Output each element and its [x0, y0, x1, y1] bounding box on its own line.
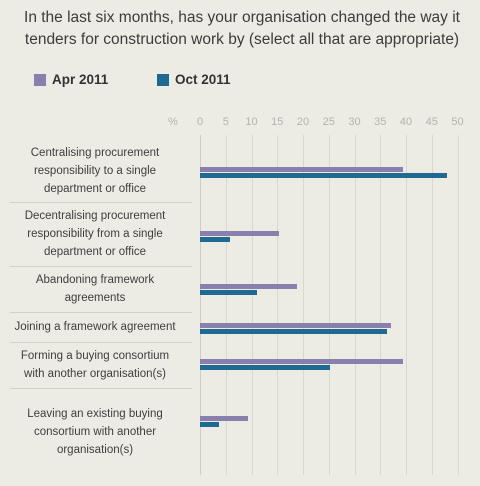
gridline-25 — [328, 135, 330, 475]
category-separator — [10, 312, 192, 313]
bar-apr-2011-cat-5 — [200, 358, 404, 364]
tick-label-5: 5 — [222, 116, 229, 128]
bar-apr-2011-cat-4 — [200, 322, 391, 328]
category-label-line: Joining a framework agreement — [14, 321, 176, 333]
chart-title-line-1: In the last six months, has your organis… — [24, 9, 460, 26]
gridline-30 — [354, 135, 356, 475]
category-label-4: Joining a framework agreement — [0, 318, 190, 336]
tick-label-50: 50 — [451, 116, 464, 128]
bar-oct-2011-cat-2 — [200, 236, 230, 242]
gridline-35 — [380, 135, 382, 475]
tick-label-0: 0 — [196, 116, 204, 128]
bar-apr-2011-cat-6 — [200, 415, 248, 421]
bar-oct-2011-cat-3 — [200, 289, 257, 295]
bar-oct-2011-cat-6 — [200, 421, 220, 427]
bar-oct-2011-cat-5 — [200, 364, 331, 370]
category-label-line: Decentralising procurement — [24, 210, 166, 222]
category-label-2: Decentralising procurement responsibility… — [0, 207, 190, 261]
category-label-line: agreements — [64, 292, 126, 304]
tick-label-20: 20 — [296, 116, 310, 128]
gridline-15 — [277, 135, 279, 475]
category-label-line: Leaving an existing buying — [27, 407, 163, 420]
category-label-line: responsibility to a single — [33, 165, 157, 177]
legend-swatch-apr-2011 — [34, 74, 46, 86]
bar-apr-2011-cat-1 — [200, 166, 404, 172]
category-label-line: department or office — [43, 183, 147, 195]
category-label-3: Abandoning framework agreements — [0, 271, 190, 307]
bar-apr-2011-cat-2 — [200, 230, 279, 236]
bar-oct-2011-cat-4 — [200, 328, 387, 334]
category-label-line: Centralising procurement — [30, 147, 160, 159]
category-separator — [10, 342, 192, 343]
category-label-line: Forming a buying consortium — [20, 350, 170, 362]
category-separator — [10, 202, 192, 203]
tick-label-45: 45 — [425, 116, 438, 128]
tick-label-15: 15 — [271, 116, 284, 128]
gridline-5 — [225, 135, 227, 475]
gridline-10 — [251, 135, 253, 475]
category-label-line: with another organisation(s) — [24, 368, 166, 380]
category-label-line: responsibility from a single — [27, 228, 163, 240]
legend-swatch-oct-2011 — [157, 74, 169, 86]
gridline-50 — [457, 135, 459, 475]
tick-label-30: 30 — [348, 116, 361, 128]
chart-title: In the last six months, has your organis… — [10, 7, 474, 51]
category-label-5: Forming a buying consortium with another … — [0, 347, 190, 383]
category-separator — [10, 388, 192, 389]
tick-label-25: 25 — [322, 116, 335, 128]
bar-apr-2011-cat-3 — [200, 283, 297, 289]
tick-label-40: 40 — [399, 116, 413, 128]
category-label-line: organisation(s) — [56, 443, 134, 456]
gridline-20 — [303, 135, 304, 475]
category-label-line: Abandoning framework — [35, 274, 155, 286]
tick-label-10: 10 — [245, 116, 258, 128]
bar-oct-2011-cat-1 — [200, 172, 448, 178]
category-label-6: Leaving an existing buying consortium wit… — [0, 405, 190, 459]
gridline-40 — [406, 135, 407, 475]
category-label-1: Centralising procurement responsibility t… — [0, 144, 190, 198]
category-label-line: department or office — [43, 246, 147, 258]
tick-label-35: 35 — [374, 116, 387, 128]
legend-label-apr-2011: Apr 2011 — [52, 72, 109, 87]
axis-unit-label: % — [168, 116, 178, 128]
category-separator — [10, 266, 192, 267]
gridline-45 — [431, 135, 433, 475]
category-label-line: consortium with another — [33, 425, 157, 438]
value-axis-line — [200, 135, 201, 475]
legend-label-oct-2011: Oct 2011 — [175, 72, 231, 87]
chart-title-line-2: tenders for construction work by (select… — [24, 31, 460, 48]
